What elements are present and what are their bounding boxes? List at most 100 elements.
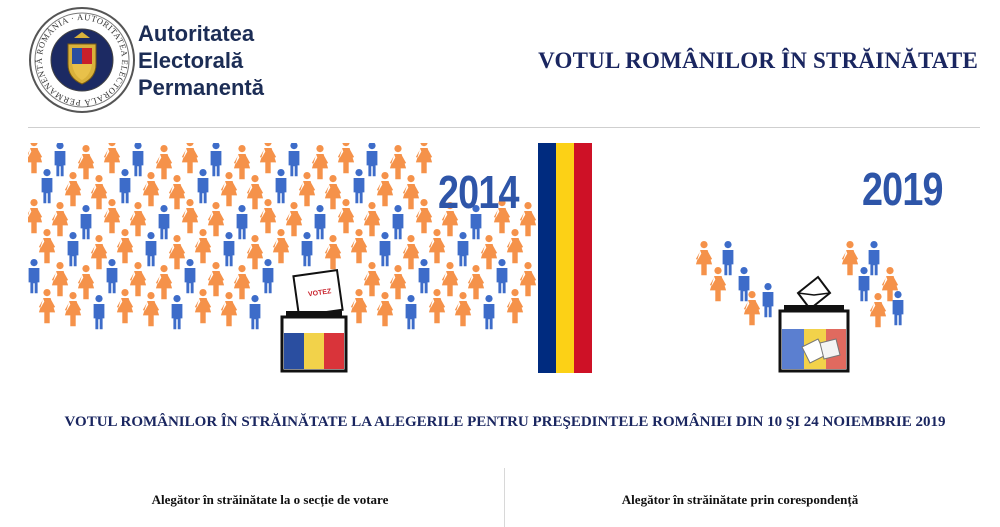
male-voter-icon — [262, 259, 274, 294]
male-voter-icon — [868, 241, 880, 276]
male-voter-icon — [275, 169, 287, 204]
female-voter-icon — [415, 199, 433, 234]
aep-seal-logo: ROMÂNIA · AUTORITATEA ELECTORALĂ PERMANE… — [29, 7, 135, 113]
female-voter-icon — [129, 262, 147, 297]
female-voter-icon — [376, 292, 394, 327]
female-voter-icon — [51, 202, 69, 237]
female-voter-icon — [695, 241, 713, 276]
section-polling-station-label: Alegător în străinătate la o secție de v… — [151, 492, 389, 507]
female-voter-icon — [116, 229, 134, 264]
male-voter-icon — [379, 232, 391, 267]
female-voter-icon — [207, 262, 225, 297]
org-line-3: Permanentă — [138, 75, 264, 100]
female-voter-icon — [428, 289, 446, 324]
female-voter-icon — [77, 145, 95, 180]
female-voter-icon — [350, 229, 368, 264]
male-voter-icon — [171, 295, 183, 330]
female-voter-icon — [519, 262, 537, 297]
female-voter-icon — [194, 229, 212, 264]
male-voter-icon — [106, 259, 118, 294]
female-voter-icon — [298, 172, 316, 207]
male-voter-icon — [158, 205, 170, 240]
ballot-box-2019 — [778, 275, 850, 373]
male-voter-icon — [28, 259, 40, 294]
male-voter-icon — [54, 143, 66, 177]
male-voter-icon — [93, 295, 105, 330]
female-voter-icon — [220, 172, 238, 207]
female-voter-icon — [869, 293, 887, 328]
header-divider — [28, 127, 980, 128]
female-voter-icon — [103, 143, 121, 174]
male-voter-icon — [762, 283, 774, 318]
female-voter-icon — [220, 292, 238, 327]
female-voter-icon — [337, 199, 355, 234]
female-voter-icon — [337, 143, 355, 174]
male-voter-icon — [353, 169, 365, 204]
female-voter-icon — [493, 199, 511, 234]
female-voter-icon — [246, 235, 264, 270]
male-voter-icon — [80, 205, 92, 240]
female-voter-icon — [28, 143, 43, 174]
crowd-2014-illustration — [28, 143, 537, 330]
male-voter-icon — [858, 267, 870, 302]
female-voter-icon — [441, 262, 459, 297]
male-voter-icon — [184, 259, 196, 294]
female-voter-icon — [881, 267, 899, 302]
year-2019-label: 2019 — [862, 163, 943, 215]
section-postal-vote-label: Alegător în străinătate prin coresponden… — [621, 492, 859, 507]
female-voter-icon — [415, 143, 433, 174]
female-voter-icon — [194, 289, 212, 324]
female-voter-icon — [428, 229, 446, 264]
male-voter-icon — [132, 143, 144, 177]
female-voter-icon — [363, 262, 381, 297]
female-voter-icon — [77, 265, 95, 300]
female-voter-icon — [259, 199, 277, 234]
male-voter-icon — [483, 295, 495, 330]
female-voter-icon — [51, 262, 69, 297]
male-voter-icon — [738, 267, 750, 302]
female-voter-icon — [155, 265, 173, 300]
male-voter-icon — [288, 143, 300, 177]
male-voter-icon — [405, 295, 417, 330]
female-voter-icon — [233, 145, 251, 180]
female-voter-icon — [181, 143, 199, 174]
female-voter-icon — [64, 172, 82, 207]
female-voter-icon — [285, 202, 303, 237]
female-voter-icon — [363, 202, 381, 237]
female-voter-icon — [389, 145, 407, 180]
female-voter-icon — [841, 241, 859, 276]
male-voter-icon — [418, 259, 430, 294]
male-voter-icon — [314, 205, 326, 240]
org-line-2: Electorală — [138, 48, 244, 73]
female-voter-icon — [709, 267, 727, 302]
female-voter-icon — [103, 199, 121, 234]
male-voter-icon — [301, 232, 313, 267]
male-voter-icon — [892, 291, 904, 326]
ballot-label: VOTEZ — [308, 288, 333, 298]
male-voter-icon — [145, 232, 157, 267]
org-line-1: Autoritatea — [138, 21, 255, 46]
female-voter-icon — [467, 265, 485, 300]
female-voter-icon — [142, 172, 160, 207]
male-voter-icon — [223, 232, 235, 267]
female-voter-icon — [402, 235, 420, 270]
male-voter-icon — [41, 169, 53, 204]
female-voter-icon — [389, 265, 407, 300]
female-voter-icon — [64, 292, 82, 327]
male-voter-icon — [470, 205, 482, 240]
female-voter-icon — [181, 199, 199, 234]
female-voter-icon — [246, 175, 264, 210]
crowd-2019-illustration — [695, 241, 904, 328]
female-voter-icon — [311, 145, 329, 180]
female-voter-icon — [324, 175, 342, 210]
female-voter-icon — [402, 175, 420, 210]
female-voter-icon — [272, 229, 290, 264]
male-voter-icon — [197, 169, 209, 204]
female-voter-icon — [38, 229, 56, 264]
female-voter-icon — [376, 172, 394, 207]
female-voter-icon — [454, 292, 472, 327]
page-title: VOTUL ROMÂNILOR ÎN STRĂINĂTATE — [538, 48, 978, 73]
male-voter-icon — [722, 241, 734, 276]
female-voter-icon — [506, 229, 524, 264]
female-voter-icon — [350, 289, 368, 324]
